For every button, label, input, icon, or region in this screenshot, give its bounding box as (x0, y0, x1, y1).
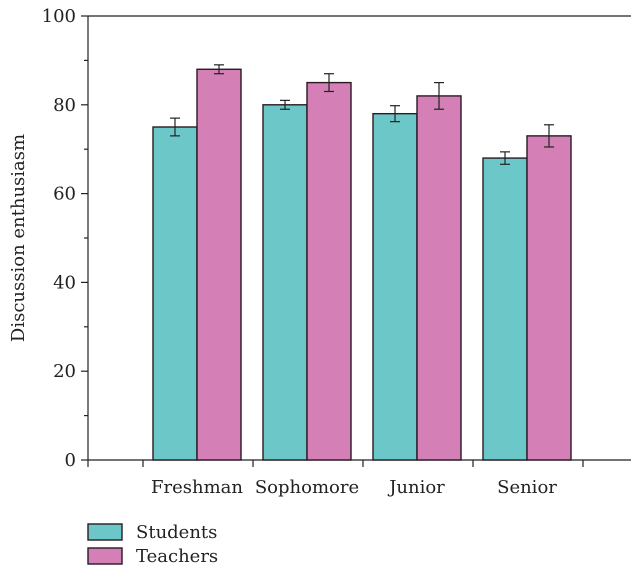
legend-swatch-students (87, 523, 123, 541)
bars (152, 68, 572, 461)
y-tick-label: 100 (42, 6, 76, 27)
bar-students-senior (482, 157, 528, 461)
y-tick-label: 0 (65, 450, 76, 471)
y-tick-label: 40 (53, 272, 76, 293)
category-label: Freshman (151, 477, 243, 498)
category-label: Senior (497, 477, 557, 498)
bar-students-freshman (152, 126, 198, 461)
bar-teachers-sophomore (306, 81, 352, 461)
y-axis-label: Discussion enthusiasm (8, 134, 29, 342)
bar-students-junior (372, 112, 418, 461)
bar-teachers-freshman (196, 68, 242, 461)
legend-label-teachers: Teachers (136, 546, 218, 567)
legend: Students Teachers (87, 522, 218, 567)
legend-label-students: Students (136, 522, 217, 543)
y-tick-label: 80 (53, 95, 76, 116)
y-tick-label: 60 (53, 184, 76, 205)
category-label: Sophomore (255, 477, 359, 498)
legend-swatch-teachers (87, 547, 123, 565)
y-tick-label: 20 (53, 361, 76, 382)
bar-students-sophomore (262, 104, 308, 461)
bar-teachers-senior (526, 135, 572, 461)
bar-teachers-junior (416, 95, 462, 461)
error-bars (170, 64, 554, 165)
category-label: Junior (387, 477, 445, 498)
category-labels: Freshman Sophomore Junior Senior (151, 477, 557, 498)
